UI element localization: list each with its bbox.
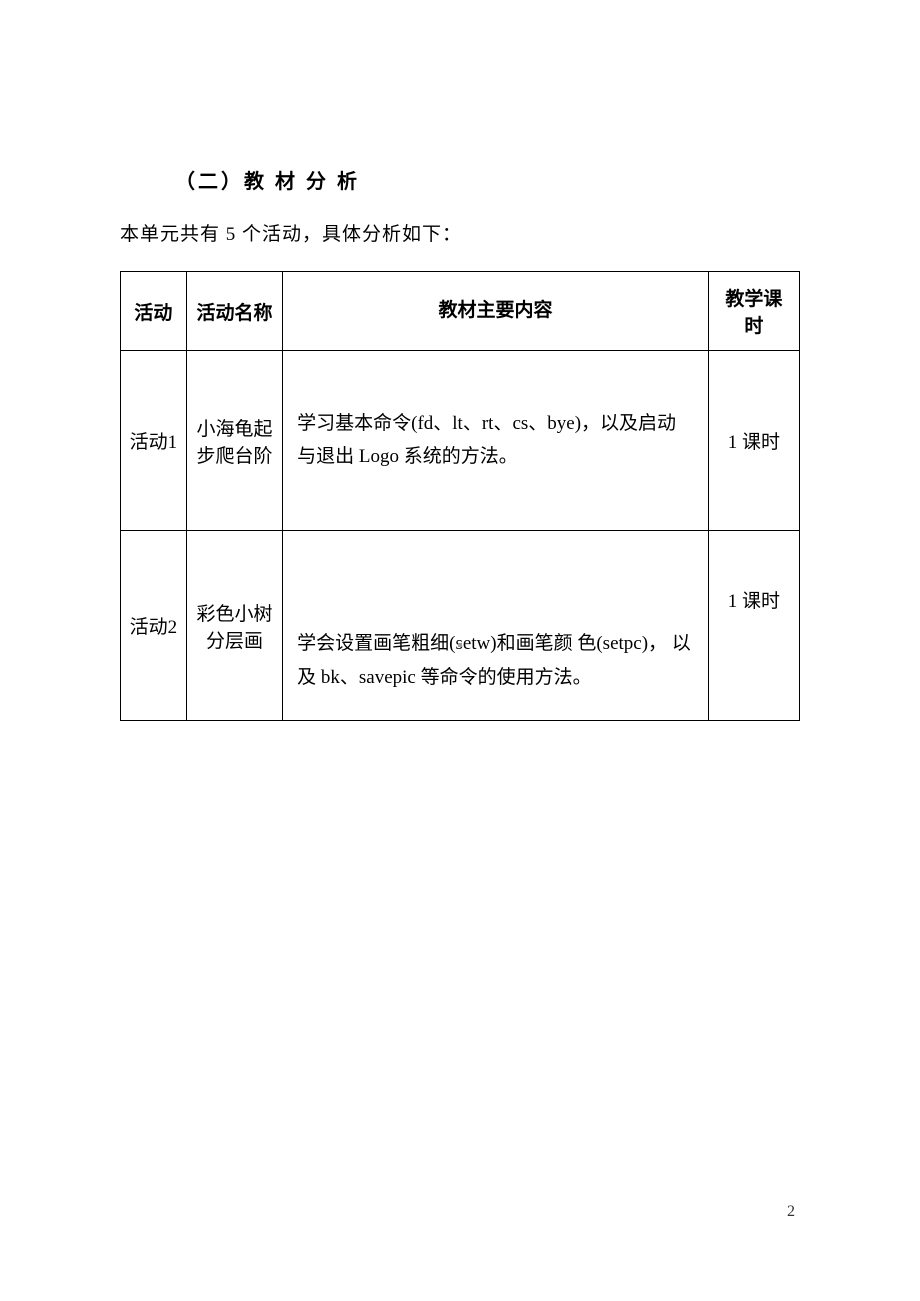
cell-activity: 活动2: [121, 531, 187, 721]
cell-name: 小海龟起步爬台阶: [186, 351, 282, 531]
header-hours: 教学课时: [708, 272, 799, 351]
cell-hours: 1 课时: [708, 531, 799, 721]
table-row: 活动1 小海龟起步爬台阶 学习基本命令(fd、lt、rt、cs、bye)，以及启…: [121, 351, 800, 531]
table-header-row: 活动 活动名称 教材主要内容 教学课时: [121, 272, 800, 351]
header-name: 活动名称: [186, 272, 282, 351]
cell-hours: 1 课时: [708, 351, 799, 531]
center-dot: [458, 643, 462, 647]
cell-name: 彩色小树分层画: [186, 531, 282, 721]
header-content: 教材主要内容: [283, 272, 709, 351]
cell-content: 学习基本命令(fd、lt、rt、cs、bye)，以及启动与退出 Logo 系统的…: [283, 351, 709, 531]
intro-text: 本单元共有 5 个活动，具体分析如下：: [120, 219, 800, 246]
section-heading: （二）教 材 分 析: [175, 165, 800, 194]
cell-content: 学会设置画笔粗细(setw)和画笔颜 色(setpc)， 以及 bk、savep…: [283, 531, 709, 721]
cell-activity: 活动1: [121, 351, 187, 531]
page-number: 2: [787, 1203, 795, 1221]
table-row: 活动2 彩色小树分层画 学会设置画笔粗细(setw)和画笔颜 色(setpc)，…: [121, 531, 800, 721]
activity-table: 活动 活动名称 教材主要内容 教学课时 活动1 小海龟起步爬台阶 学习基本命令(…: [120, 271, 800, 721]
header-activity: 活动: [121, 272, 187, 351]
